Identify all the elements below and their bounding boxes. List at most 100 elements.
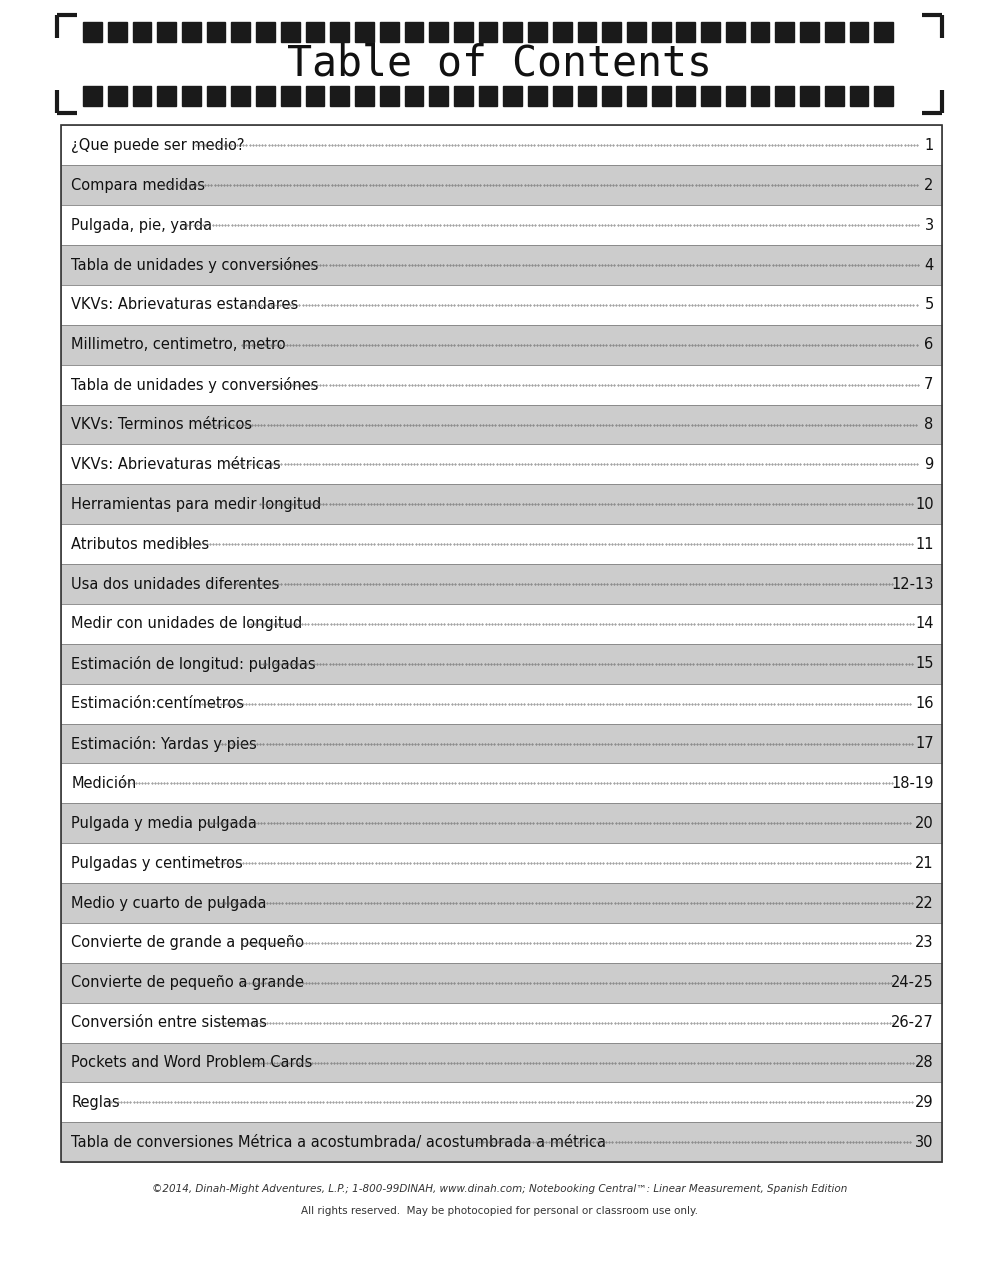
Bar bbox=[61, 365, 942, 404]
Text: Medición: Medición bbox=[71, 776, 136, 791]
Text: Reglas: Reglas bbox=[71, 1094, 120, 1110]
Bar bbox=[61, 1043, 942, 1083]
Bar bbox=[61, 804, 942, 844]
Bar bbox=[108, 22, 127, 42]
Bar bbox=[751, 86, 769, 106]
Text: 15: 15 bbox=[915, 657, 934, 671]
Bar bbox=[231, 86, 250, 106]
Bar bbox=[380, 22, 399, 42]
Text: 29: 29 bbox=[915, 1094, 934, 1110]
Bar bbox=[775, 86, 794, 106]
Text: All rights reserved.  May be photocopied for personal or classroom use only.: All rights reserved. May be photocopied … bbox=[301, 1206, 698, 1216]
Bar bbox=[355, 86, 374, 106]
Text: VKVs: Terminos métricos: VKVs: Terminos métricos bbox=[71, 417, 252, 433]
Bar bbox=[652, 22, 671, 42]
Bar bbox=[775, 22, 794, 42]
Text: Tabla de conversiones Métrica a acostumbrada/ acostumbrada a métrica: Tabla de conversiones Métrica a acostumb… bbox=[71, 1135, 606, 1149]
Bar bbox=[61, 484, 942, 525]
Bar bbox=[281, 86, 300, 106]
Text: 30: 30 bbox=[915, 1135, 934, 1149]
Bar bbox=[281, 22, 300, 42]
Bar bbox=[182, 86, 201, 106]
Text: Atributos medibles: Atributos medibles bbox=[71, 536, 210, 552]
Bar bbox=[61, 404, 942, 444]
Text: Convierte de pequeño a grande: Convierte de pequeño a grande bbox=[71, 975, 305, 991]
Bar bbox=[726, 22, 745, 42]
Bar bbox=[479, 86, 497, 106]
Bar bbox=[676, 22, 695, 42]
Bar bbox=[61, 644, 942, 684]
Bar bbox=[133, 86, 151, 106]
Bar bbox=[61, 125, 942, 1162]
Bar bbox=[429, 86, 448, 106]
Bar bbox=[61, 684, 942, 723]
Bar bbox=[61, 844, 942, 883]
Text: Conversión entre sistemas: Conversión entre sistemas bbox=[71, 1015, 267, 1030]
Bar bbox=[61, 1123, 942, 1162]
Bar bbox=[825, 86, 844, 106]
Text: ¿Que puede ser medio?: ¿Que puede ser medio? bbox=[71, 138, 244, 152]
Bar bbox=[380, 86, 399, 106]
Text: Herramientas para medir longitud: Herramientas para medir longitud bbox=[71, 497, 321, 512]
Bar bbox=[800, 22, 819, 42]
Text: 12-13: 12-13 bbox=[891, 576, 934, 591]
Bar bbox=[602, 22, 621, 42]
Bar bbox=[61, 205, 942, 244]
Bar bbox=[454, 22, 473, 42]
Bar bbox=[454, 86, 473, 106]
Text: 21: 21 bbox=[915, 855, 934, 870]
Text: VKVs: Abrievaturas estandares: VKVs: Abrievaturas estandares bbox=[71, 297, 299, 312]
Bar bbox=[61, 923, 942, 963]
Bar bbox=[306, 22, 324, 42]
Text: 17: 17 bbox=[915, 736, 934, 751]
Bar bbox=[157, 22, 176, 42]
Bar bbox=[330, 22, 349, 42]
Text: Estimación de longitud: pulgadas: Estimación de longitud: pulgadas bbox=[71, 655, 315, 672]
Bar bbox=[405, 22, 423, 42]
Text: 6: 6 bbox=[925, 337, 934, 352]
Bar bbox=[874, 86, 893, 106]
Text: 26-27: 26-27 bbox=[891, 1015, 934, 1030]
Bar bbox=[874, 22, 893, 42]
Text: 11: 11 bbox=[915, 536, 934, 552]
Text: 1: 1 bbox=[925, 138, 934, 152]
Bar bbox=[405, 86, 423, 106]
Text: 2: 2 bbox=[925, 178, 934, 193]
Text: 22: 22 bbox=[915, 896, 934, 910]
Text: 7: 7 bbox=[925, 378, 934, 392]
Text: 5: 5 bbox=[925, 297, 934, 312]
Text: Tabla de unidades y conversiónes: Tabla de unidades y conversiónes bbox=[71, 257, 318, 273]
Bar bbox=[83, 86, 102, 106]
Text: 4: 4 bbox=[925, 257, 934, 273]
Text: Compara medidas: Compara medidas bbox=[71, 178, 205, 193]
Bar bbox=[61, 444, 942, 484]
Bar bbox=[800, 86, 819, 106]
Bar bbox=[479, 22, 497, 42]
Bar bbox=[133, 22, 151, 42]
Text: 3: 3 bbox=[925, 218, 934, 233]
Bar bbox=[553, 86, 572, 106]
Bar bbox=[61, 165, 942, 205]
Bar bbox=[61, 564, 942, 604]
Bar bbox=[627, 22, 646, 42]
Bar bbox=[726, 86, 745, 106]
Bar bbox=[61, 285, 942, 325]
Bar bbox=[231, 22, 250, 42]
Bar bbox=[61, 325, 942, 365]
Text: 16: 16 bbox=[915, 696, 934, 712]
Text: Pockets and Word Problem Cards: Pockets and Word Problem Cards bbox=[71, 1055, 313, 1070]
Bar bbox=[429, 22, 448, 42]
Text: Estimación: Yardas y pies: Estimación: Yardas y pies bbox=[71, 736, 257, 751]
Bar bbox=[627, 86, 646, 106]
Bar bbox=[207, 22, 225, 42]
Text: ©2014, Dinah-Might Adventures, L.P.; 1-800-99DINAH, www.dinah.com; Notebooking C: ©2014, Dinah-Might Adventures, L.P.; 1-8… bbox=[151, 1184, 848, 1194]
Text: Millimetro, centimetro, metro: Millimetro, centimetro, metro bbox=[71, 337, 286, 352]
Bar bbox=[157, 86, 176, 106]
Text: Table of Contents: Table of Contents bbox=[287, 44, 712, 84]
Bar bbox=[553, 22, 572, 42]
Text: 18-19: 18-19 bbox=[891, 776, 934, 791]
Bar bbox=[652, 86, 671, 106]
Bar bbox=[528, 86, 547, 106]
Text: Medir con unidades de longitud: Medir con unidades de longitud bbox=[71, 617, 303, 631]
Bar bbox=[108, 86, 127, 106]
